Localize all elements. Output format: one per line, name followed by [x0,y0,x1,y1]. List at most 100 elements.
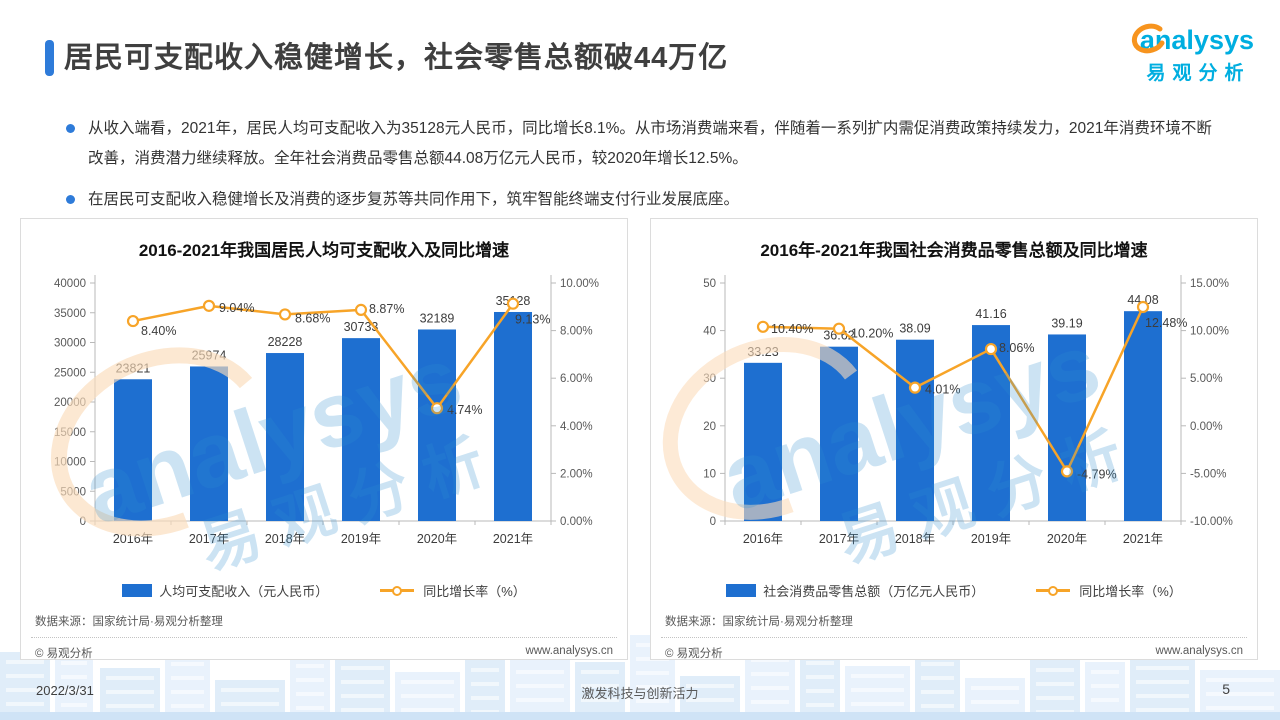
bar [114,379,152,521]
line-value-label: 9.13% [515,313,550,327]
divider [31,637,617,638]
line-point [430,402,444,415]
svg-text:10.00%: 10.00% [560,278,599,290]
svg-text:5000: 5000 [60,486,86,498]
analysys-logo: analysys 易观分析 [1131,23,1254,85]
line-value-label: 8.06% [999,341,1034,355]
card-footer: © 易观分析 www.analysys.cn [35,645,613,661]
line-value-label: 8.87% [369,302,404,316]
line-swatch-icon [1036,585,1071,596]
bar [342,338,380,521]
svg-text:0.00%: 0.00% [560,516,593,528]
x-axis-labels: 2016年 2017年 2018年 2019年 2020年 2021年 [743,532,1163,546]
line-point [126,314,140,328]
copyright-label: © 易观分析 [35,648,93,660]
line-value-label: 10.40% [771,322,813,336]
bar-value-label: 28228 [268,335,303,349]
svg-text:2017年: 2017年 [189,532,229,546]
bullet-text: 在居民可支配收入稳健增长及消费的逐步复苏等共同作用下，筑牢智能终端支付行业发展底… [88,190,740,208]
svg-text:5.00%: 5.00% [1190,373,1223,385]
svg-text:15.00%: 15.00% [1190,278,1229,290]
bar [1048,334,1086,521]
bullet-dot-icon [66,124,75,133]
bullet-dot-icon [66,194,75,204]
line-point [1136,300,1150,314]
bar-value-label: 44.08 [1127,293,1158,307]
data-source-note: 数据来源：国家统计局·易观分析整理 [35,616,223,628]
svg-text:40: 40 [703,326,716,338]
bullet-item: 在居民可支配收入稳健增长及消费的逐步复苏等共同作用下，筑牢智能终端支付行业发展底… [66,185,1222,215]
line-point [908,381,922,394]
legend-item-bar: 人均可支配收入（元人民币） [122,581,328,600]
chart-legend: 人均可支配收入（元人民币） 同比增长率（%） [21,581,627,600]
chart-title: 2016年-2021年我国社会消费品零售总额及同比增速 [760,241,1148,260]
bar-value-label: 30733 [344,320,379,334]
svg-text:2018年: 2018年 [265,532,305,546]
line-point [984,342,998,356]
legend-label: 同比增长率（%） [423,584,526,599]
svg-text:2016年: 2016年 [113,532,153,546]
svg-text:15000: 15000 [54,427,86,439]
line-point [278,308,292,321]
svg-text:30: 30 [703,373,716,385]
svg-text:2021年: 2021年 [1123,532,1163,546]
bar-value-label: 32189 [420,311,455,325]
svg-text:0: 0 [80,516,86,528]
bullet-item: 从收入端看，2021年，居民人均可支配收入为35128元人民币，同比增长8.1%… [66,114,1222,174]
income-chart-plot: 0 5000 10000 15000 20000 25000 30000 35000 40000… [31,269,619,569]
svg-text:2020年: 2020年 [417,532,457,546]
bullet-text: 从收入端看，2021年，居民人均可支配收入为35128元人民币，同比增长8.1%… [88,120,1212,167]
summary-bullets: 从收入端看，2021年，居民人均可支配收入为35128元人民币，同比增长8.1%… [66,114,1222,225]
legend-item-line: 同比增长率（%） [380,581,526,600]
bar-value-label: 25974 [192,348,227,362]
analysys-url-link[interactable]: www.analysys.cn [1155,645,1243,657]
legend-item-line: 同比增长率（%） [1036,581,1182,600]
svg-text:-10.00%: -10.00% [1190,516,1233,528]
bar-value-label: 33.23 [747,345,778,359]
svg-text:-5.00%: -5.00% [1190,468,1226,480]
analysys-url-link[interactable]: www.analysys.cn [525,645,613,657]
line-point [756,320,770,333]
svg-text:20: 20 [703,421,716,433]
svg-text:8.00%: 8.00% [560,326,593,338]
line-value-label: -4.79% [1077,467,1117,481]
svg-text:4.00%: 4.00% [560,421,593,433]
chart-title: 2016-2021年我国居民人均可支配收入及同比增速 [138,241,510,260]
bar [266,353,304,521]
bar [744,362,782,521]
legend-label: 社会消费品零售总额（万亿元人民币） [763,584,985,599]
svg-text:2018年: 2018年 [895,532,935,546]
line-value-label: 9.04% [219,301,254,315]
svg-text:0.00%: 0.00% [1190,421,1223,433]
line-point [1060,465,1074,478]
title-accent-bar [45,40,54,76]
line-value-label: 8.68% [295,311,330,325]
legend-label: 人均可支配收入（元人民币） [159,584,329,599]
x-axis-labels: 2016年 2017年 2018年 2019年 2020年 2021年 [113,532,533,546]
retail-chart-plot: 0 10 20 30 40 50 -10.00% -5.00% 0.00% 5.00% 10.00%… [661,269,1249,569]
page-title: 居民可支配收入稳健增长，社会零售总额破44万亿 [64,42,729,74]
svg-text:20000: 20000 [54,397,86,409]
bar-value-label: 39.19 [1051,316,1082,330]
line-value-label: 12.48% [1145,316,1187,330]
legend-label: 同比增长率（%） [1079,584,1182,599]
logo-brand-cn: 易观分析 [1146,62,1251,84]
line-value-label: 4.01% [925,383,960,397]
line-point [354,303,368,316]
svg-text:6.00%: 6.00% [560,373,593,385]
svg-text:2020年: 2020年 [1047,532,1087,546]
svg-text:2019年: 2019年 [971,532,1011,546]
logo-brand-text: analysys [1131,23,1254,56]
bar-value-label: 38.09 [899,322,930,336]
svg-text:2017年: 2017年 [819,532,859,546]
bar [972,325,1010,521]
footer-page-number: 5 [1222,681,1230,697]
svg-text:30000: 30000 [54,338,86,350]
svg-text:2021年: 2021年 [493,532,533,546]
bar [896,339,934,521]
bar-swatch-icon [122,584,153,597]
svg-text:50: 50 [703,278,716,290]
svg-text:40000: 40000 [54,278,86,290]
bar-value-label: 41.16 [975,307,1006,321]
